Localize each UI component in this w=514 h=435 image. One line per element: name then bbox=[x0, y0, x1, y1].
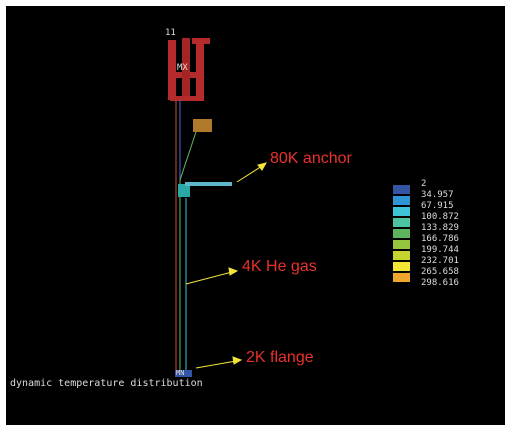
legend-swatch bbox=[393, 262, 410, 271]
annotation: 80K anchor bbox=[270, 150, 353, 167]
legend-label: 67.915 bbox=[421, 201, 454, 211]
legend-label: 199.744 bbox=[421, 245, 459, 255]
part bbox=[193, 119, 212, 132]
legend-swatch bbox=[393, 218, 410, 227]
legend-label: 34.957 bbox=[421, 190, 454, 200]
legend-label: 232.701 bbox=[421, 256, 459, 266]
annotation: 4K He gas bbox=[242, 258, 317, 275]
legend-swatch bbox=[393, 240, 410, 249]
min-label: MN bbox=[176, 369, 184, 377]
part bbox=[170, 96, 204, 101]
legend-swatch bbox=[393, 273, 410, 282]
legend-label: 2 bbox=[421, 179, 426, 189]
legend-swatch bbox=[393, 196, 410, 205]
part bbox=[192, 38, 210, 44]
screenshot: 11 MX MN 80K anchor 4K He gas 2K flange … bbox=[0, 0, 514, 435]
legend-swatch bbox=[393, 207, 410, 216]
max-label: MX bbox=[177, 63, 188, 73]
part bbox=[185, 182, 232, 186]
annotation: 2K flange bbox=[246, 349, 314, 366]
legend-label: 298.616 bbox=[421, 278, 459, 288]
legend-label: 133.829 bbox=[421, 223, 459, 233]
legend-swatch bbox=[393, 251, 410, 260]
part bbox=[196, 40, 204, 100]
caption: dynamic temperature distribution bbox=[10, 378, 203, 389]
legend-swatch bbox=[393, 229, 410, 238]
legend-label: 100.872 bbox=[421, 212, 459, 222]
part bbox=[168, 40, 176, 100]
node-label: 11 bbox=[165, 28, 176, 38]
legend-swatch bbox=[393, 185, 410, 194]
legend-label: 166.786 bbox=[421, 234, 459, 244]
legend-label: 265.658 bbox=[421, 267, 459, 277]
